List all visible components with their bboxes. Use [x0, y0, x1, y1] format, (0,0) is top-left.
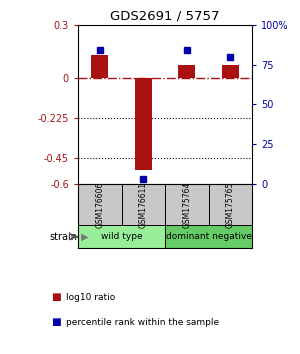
Text: GSM175764: GSM175764: [182, 182, 191, 228]
Text: log10 ratio: log10 ratio: [66, 293, 115, 302]
Bar: [221, 65, 239, 78]
Bar: [165, 184, 208, 225]
Text: strain: strain: [49, 232, 77, 242]
Text: dominant negative: dominant negative: [166, 232, 251, 241]
Text: GSM176606: GSM176606: [95, 182, 104, 228]
Bar: [78, 225, 165, 248]
Bar: [122, 184, 165, 225]
Title: GDS2691 / 5757: GDS2691 / 5757: [110, 9, 220, 22]
Bar: [178, 65, 196, 78]
Bar: [165, 225, 252, 248]
Bar: [91, 55, 109, 78]
Text: GSM175765: GSM175765: [226, 182, 235, 228]
Bar: [78, 184, 122, 225]
Text: GSM176611: GSM176611: [139, 182, 148, 228]
Text: ■: ■: [51, 292, 61, 302]
Text: ▶: ▶: [78, 232, 88, 242]
Bar: [208, 184, 252, 225]
Text: percentile rank within the sample: percentile rank within the sample: [66, 318, 219, 327]
Text: wild type: wild type: [101, 232, 142, 241]
Text: ■: ■: [51, 317, 61, 327]
Bar: [135, 78, 152, 170]
